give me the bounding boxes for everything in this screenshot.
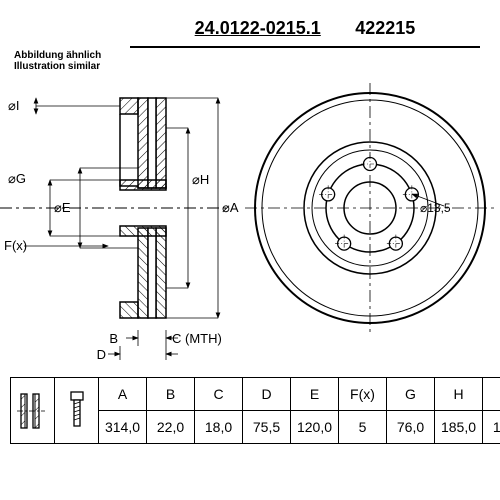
svg-text:⌀A: ⌀A <box>222 200 239 215</box>
header-bar: 24.0122-0215.1 422215 <box>130 18 480 48</box>
spec-table: A B C D E F(x) G H I 314,0 22,0 18,0 75,… <box>10 377 490 444</box>
svg-text:⌀E: ⌀E <box>54 200 71 215</box>
svg-text:⌀G: ⌀G <box>8 171 26 186</box>
svg-text:⌀H: ⌀H <box>192 172 209 187</box>
val-I: 16,6 <box>483 411 500 444</box>
svg-text:F(x): F(x) <box>4 238 27 253</box>
disc-icon-cell <box>11 378 55 444</box>
col-D: D <box>243 378 291 411</box>
col-H: H <box>435 378 483 411</box>
table-header-row: A B C D E F(x) G H I <box>11 378 500 411</box>
val-A: 314,0 <box>99 411 147 444</box>
val-C: 18,0 <box>195 411 243 444</box>
disc-section-icon <box>15 388 51 434</box>
val-Fx: 5 <box>339 411 387 444</box>
val-G: 76,0 <box>387 411 435 444</box>
svg-text:C (MTH): C (MTH) <box>172 331 222 346</box>
svg-text:D: D <box>97 347 106 362</box>
bolt-icon-cell <box>55 378 99 444</box>
val-H: 185,0 <box>435 411 483 444</box>
col-G: G <box>387 378 435 411</box>
front-view: ⌀13,5 <box>245 83 495 333</box>
col-B: B <box>147 378 195 411</box>
bolt-icon <box>59 388 95 434</box>
val-D: 75,5 <box>243 411 291 444</box>
svg-text:⌀I: ⌀I <box>8 98 19 113</box>
svg-text:B: B <box>109 331 118 346</box>
part-number-primary: 24.0122-0215.1 <box>195 18 321 39</box>
val-B: 22,0 <box>147 411 195 444</box>
col-A: A <box>99 378 147 411</box>
side-view: ⌀I ⌀G ⌀E ⌀H ⌀A F(x) <box>0 98 239 362</box>
col-I: I <box>483 378 500 411</box>
val-E: 120,0 <box>291 411 339 444</box>
svg-text:⌀13,5: ⌀13,5 <box>420 201 451 215</box>
col-Fx: F(x) <box>339 378 387 411</box>
col-E: E <box>291 378 339 411</box>
technical-drawing: ⌀I ⌀G ⌀E ⌀H ⌀A F(x) <box>0 48 500 368</box>
part-number-secondary: 422215 <box>355 18 415 39</box>
col-C: C <box>195 378 243 411</box>
